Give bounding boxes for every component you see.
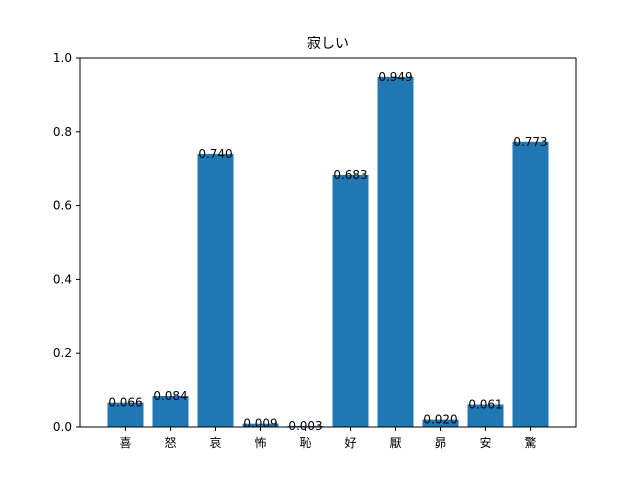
x-tick-label-9: 驚 [524, 435, 536, 450]
plot-area-frame [79, 57, 577, 428]
x-axis: 喜怒哀怖恥好厭昴安驚 [119, 427, 537, 450]
bar-5 [332, 174, 369, 427]
bar-8 [467, 404, 504, 427]
x-tick-label-3: 怖 [254, 435, 266, 450]
x-tick-label-7: 昴 [434, 436, 446, 450]
bar-6 [377, 76, 414, 427]
bar-1 [152, 396, 189, 427]
bar-9 [512, 141, 549, 427]
x-tick-label-4: 恥 [299, 436, 311, 450]
y-axis: 0.0 0.2 0.4 0.6 0.8 1.0 [53, 51, 80, 434]
bars-group [107, 76, 549, 427]
y-tick-label-4: 0.8 [53, 125, 72, 139]
bar-value-label-1: 0.084 [153, 389, 187, 403]
bar-value-label-5: 0.683 [333, 168, 367, 182]
y-tick-label-2: 0.4 [53, 272, 72, 286]
x-tick-label-1: 怒 [164, 435, 176, 450]
x-tick-label-6: 厭 [389, 436, 401, 450]
bar-value-label-2: 0.740 [198, 147, 232, 161]
bar-value-label-6: 0.949 [378, 70, 412, 84]
x-tick-label-8: 安 [479, 435, 491, 450]
y-tick-label-3: 0.6 [53, 199, 72, 213]
bar-0 [107, 402, 144, 427]
y-tick-label-5: 1.0 [53, 51, 72, 65]
bar-3 [242, 423, 279, 427]
bar-value-label-4: 0.003 [288, 419, 322, 433]
bar-value-label-7: 0.020 [423, 413, 457, 427]
bar-2 [197, 153, 234, 427]
bar-value-label-0: 0.066 [108, 396, 142, 410]
x-tick-label-0: 喜 [119, 436, 131, 450]
bar-value-label-9: 0.773 [513, 135, 547, 149]
y-tick-label-1: 0.2 [53, 346, 72, 360]
bar-4 [287, 425, 324, 427]
y-tick-label-0: 0.0 [53, 420, 72, 434]
bar-value-label-8: 0.061 [468, 397, 502, 411]
chart-title: 寂しい [307, 36, 349, 52]
bar-7 [422, 419, 459, 427]
x-tick-label-5: 好 [344, 436, 356, 450]
x-tick-label-2: 哀 [209, 435, 221, 450]
